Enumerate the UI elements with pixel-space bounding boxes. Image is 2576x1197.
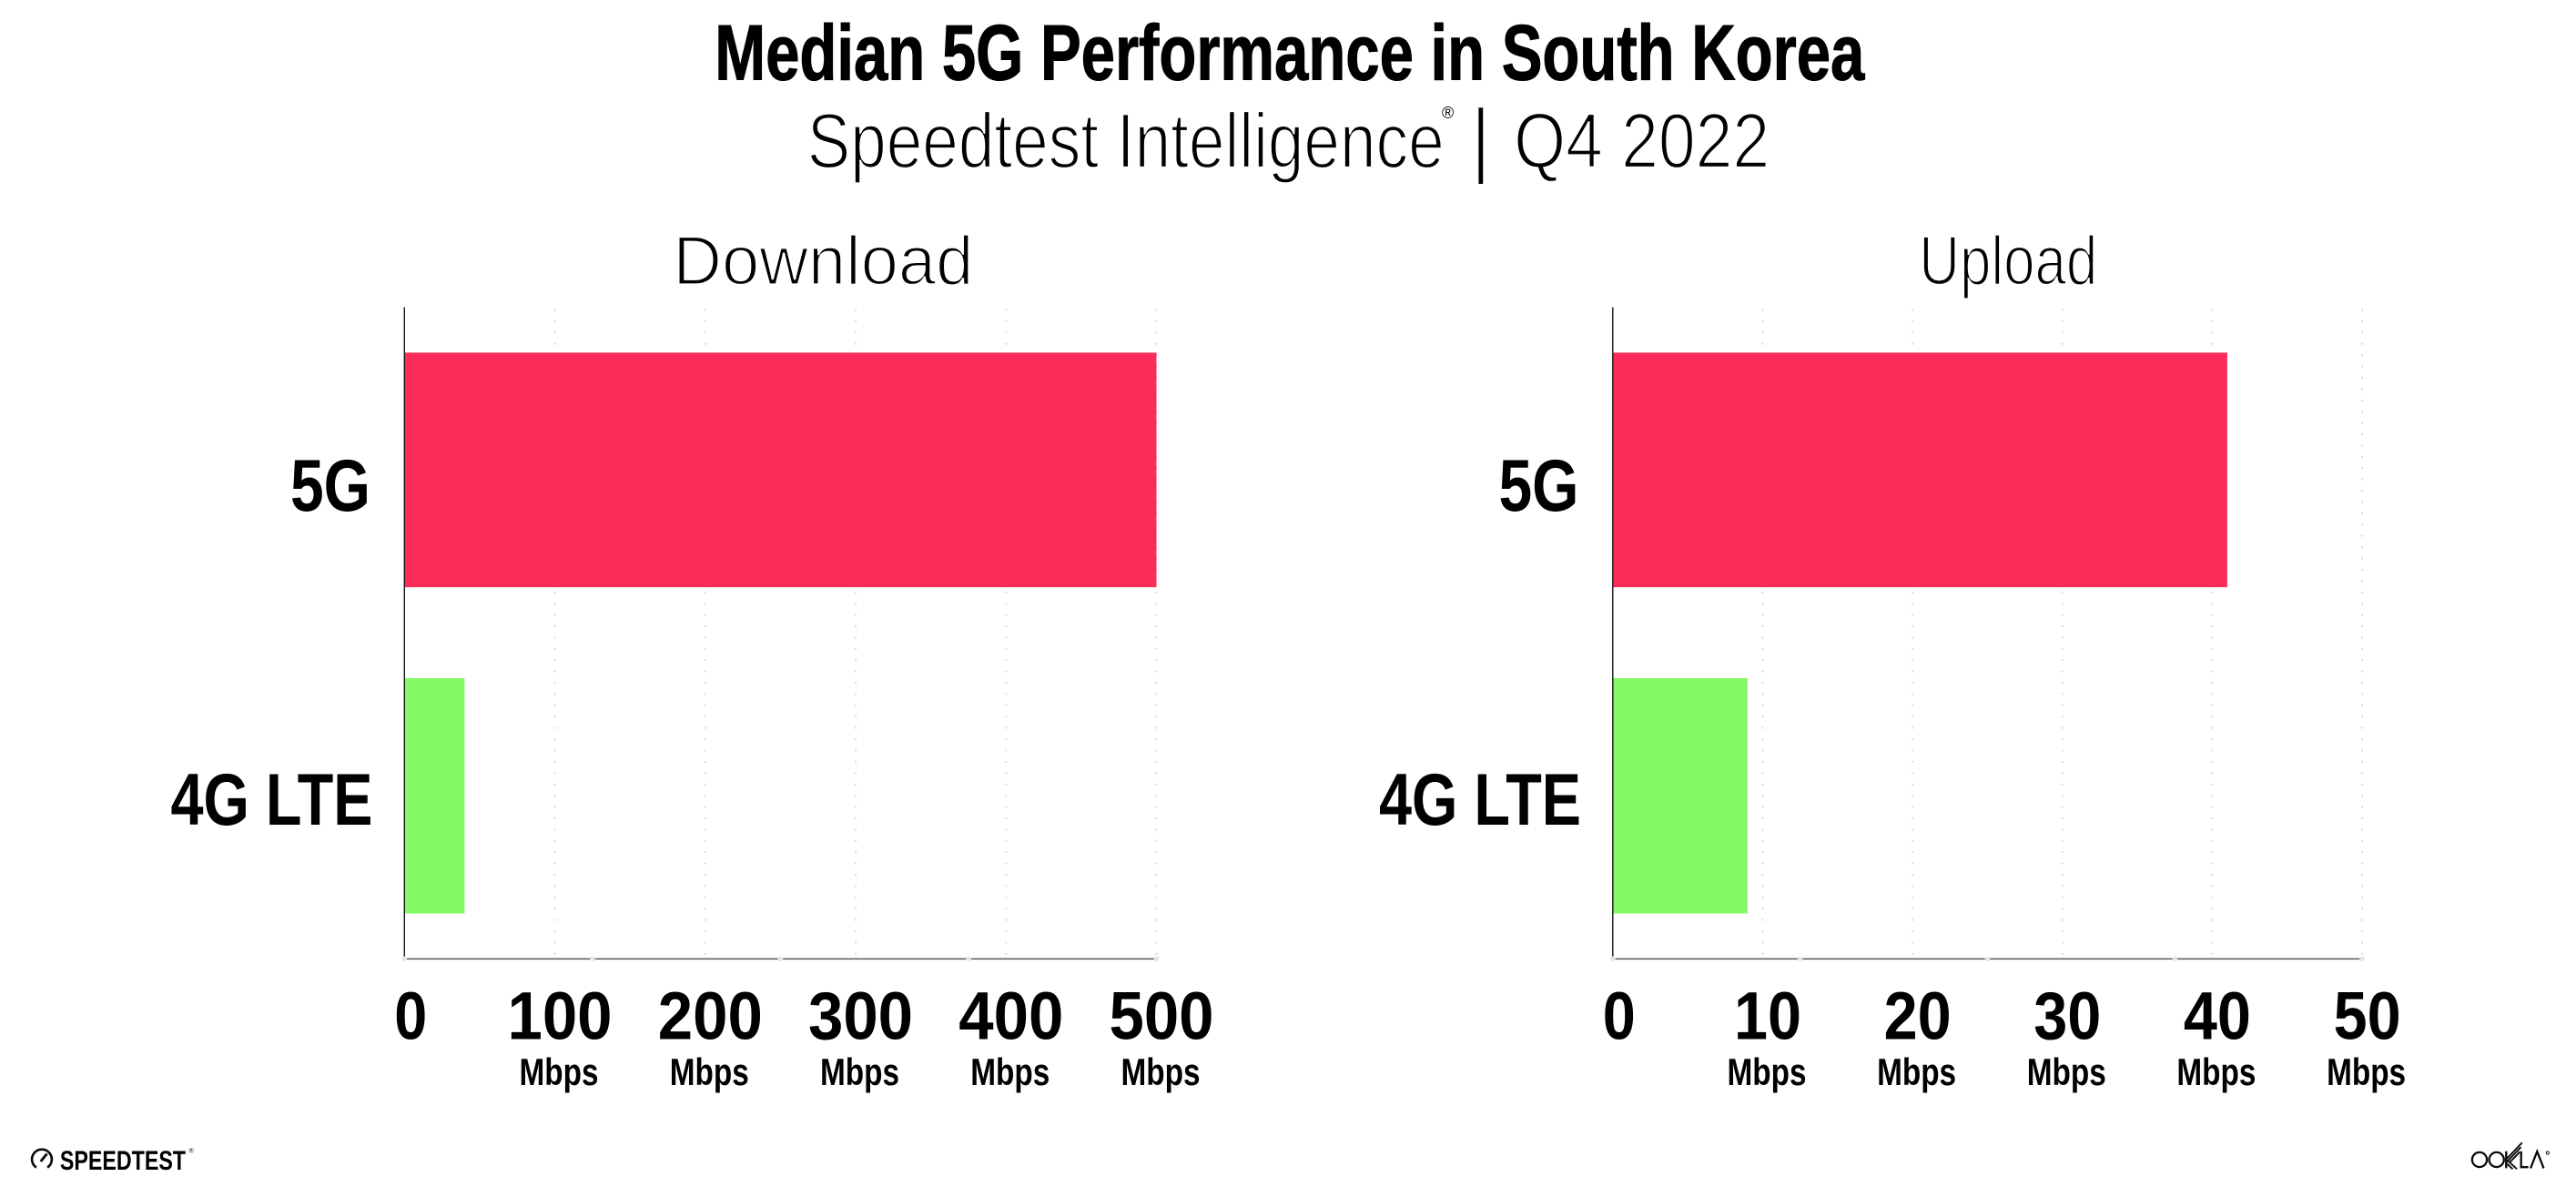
svg-text:Upload: Upload <box>1919 223 2097 300</box>
svg-text:Mbps: Mbps <box>1121 1050 1201 1093</box>
svg-text:Mbps: Mbps <box>670 1050 749 1093</box>
svg-text:40: 40 <box>2184 978 2251 1053</box>
svg-text:Mbps: Mbps <box>2027 1050 2106 1093</box>
svg-text:50: 50 <box>2334 978 2401 1053</box>
svg-text:Mbps: Mbps <box>1728 1050 1807 1093</box>
svg-text:0: 0 <box>394 978 427 1053</box>
svg-text:5G: 5G <box>1499 445 1579 527</box>
svg-text:30: 30 <box>2033 978 2101 1053</box>
svg-text:Mbps: Mbps <box>2176 1050 2256 1093</box>
svg-text:0: 0 <box>1603 978 1636 1053</box>
svg-text:4G LTE: 4G LTE <box>171 759 373 841</box>
svg-text:®: ® <box>1442 104 1454 122</box>
svg-text:300: 300 <box>808 978 913 1053</box>
svg-text:10: 10 <box>1734 978 1801 1053</box>
svg-text:5G: 5G <box>290 445 370 527</box>
svg-text:20: 20 <box>1884 978 1952 1053</box>
svg-text:Median 5G Performance in South: Median 5G Performance in South Korea <box>715 10 1865 97</box>
svg-text:100: 100 <box>508 978 613 1053</box>
svg-text:SPEEDTEST: SPEEDTEST <box>60 1146 186 1176</box>
svg-text:Speedtest Intelligence: Speedtest Intelligence <box>807 98 1445 185</box>
svg-text:®: ® <box>189 1148 195 1155</box>
svg-text:Mbps: Mbps <box>970 1050 1050 1093</box>
svg-text:Mbps: Mbps <box>520 1050 599 1093</box>
svg-text:500: 500 <box>1110 978 1214 1053</box>
svg-text:Mbps: Mbps <box>2327 1050 2406 1093</box>
svg-text:Mbps: Mbps <box>1877 1050 1956 1093</box>
svg-text:Mbps: Mbps <box>820 1050 899 1093</box>
svg-text:4G LTE: 4G LTE <box>1379 759 1581 841</box>
svg-text:Download: Download <box>673 223 973 300</box>
svg-text:|: | <box>1470 93 1492 186</box>
svg-text:400: 400 <box>958 978 1063 1053</box>
svg-text:200: 200 <box>658 978 763 1053</box>
svg-text:Q4 2022: Q4 2022 <box>1514 98 1770 185</box>
